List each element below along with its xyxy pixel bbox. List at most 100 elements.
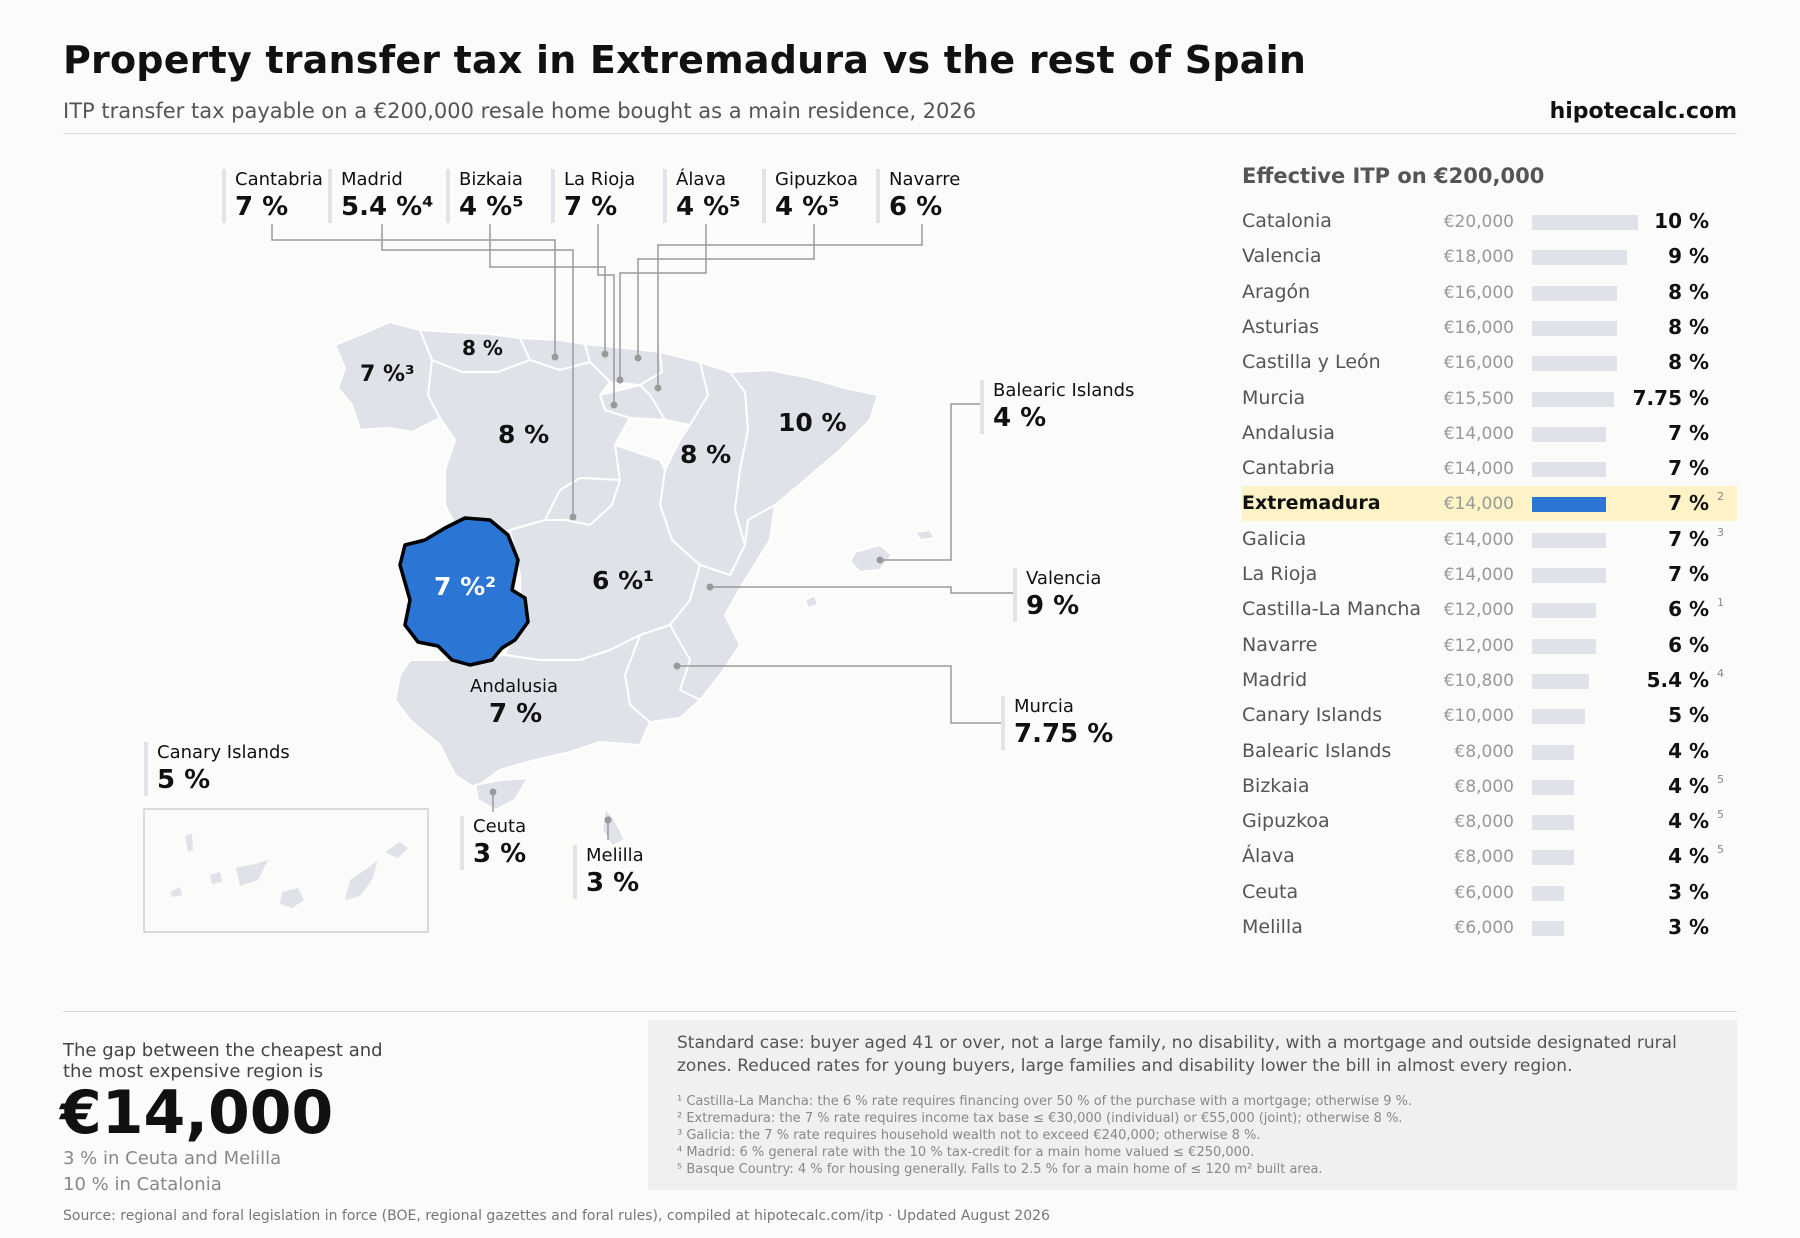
callout-ceuta: Ceuta 3 % [460, 816, 526, 870]
callout-alava: Álava 4 %⁵ [663, 169, 741, 223]
ranking-footnote-ref: 1 [1717, 596, 1724, 610]
leader-cantabria [271, 224, 556, 357]
ranking-amount: €10,000 [1443, 706, 1514, 727]
region-balearic-ibiza [804, 594, 819, 609]
ranking-bar [1532, 744, 1574, 760]
ranking-bar [1532, 673, 1589, 689]
ranking-row: Valencia €18,000 9 % [1242, 239, 1737, 274]
ranking-amount: €8,000 [1454, 812, 1514, 833]
canary-island [170, 887, 182, 897]
ranking-region: Castilla y León [1242, 351, 1381, 374]
ranking-region: Extremadura [1242, 492, 1381, 515]
ranking-rate: 4 % [1668, 844, 1709, 869]
anchor-navarre [654, 384, 662, 392]
ranking-bar [1532, 638, 1596, 654]
brand-logo: hipotecalc.com [1549, 99, 1737, 124]
callout-value: 4 %⁵ [676, 192, 741, 222]
callout-value: 3 % [586, 868, 640, 898]
ranking-rate: 9 % [1668, 244, 1709, 269]
ranking-bar [1532, 815, 1574, 831]
ranking-footnote-ref: 5 [1717, 808, 1724, 822]
ranking-rate: 5.4 % [1646, 667, 1709, 692]
ranking-rate: 3 % [1668, 915, 1709, 939]
ranking-bar [1532, 603, 1596, 619]
callout-name: Murcia [1014, 696, 1074, 717]
ranking-region: Aragón [1242, 280, 1311, 303]
ranking-region: La Rioja [1242, 563, 1318, 585]
leader-larioja [597, 224, 615, 405]
ranking-rate: 4 % [1668, 738, 1709, 763]
footnote-4: ⁴ Madrid: 6 % general rate with the 10 %… [677, 1145, 1255, 1160]
ranking-rate: 8 % [1668, 314, 1709, 339]
ranking-row: Canary Islands €10,000 5 % [1242, 698, 1737, 733]
callout-value: 7.75 % [1014, 719, 1114, 749]
callout-cantabria: Cantabria 7 % [222, 169, 323, 223]
ranking-bar [1532, 391, 1614, 407]
canary-island [185, 834, 193, 852]
ranking-bar [1532, 356, 1617, 372]
ranking-region: Catalonia [1242, 210, 1332, 232]
ranking-footnote-ref: 2 [1717, 490, 1724, 504]
ranking-bar [1532, 532, 1606, 548]
ranking-row: Ceuta €6,000 3 % [1242, 875, 1737, 910]
callout-name: Cantabria [235, 169, 323, 190]
callout-name: Gipuzkoa [775, 169, 859, 190]
ranking-amount: €20,000 [1443, 212, 1514, 232]
callout-madrid: Madrid 5.4 %⁴ [328, 169, 434, 223]
label-catalonia: 10 % [778, 408, 847, 437]
ranking-rate: 7 % [1668, 456, 1709, 481]
callout-value: 5.4 %⁴ [341, 192, 434, 222]
ranking-region: Álava [1242, 845, 1295, 868]
ranking-bar [1532, 215, 1638, 230]
anchor-ceuta [489, 788, 497, 796]
ranking-bar [1532, 850, 1574, 866]
callout-name: Canary Islands [157, 742, 290, 763]
footnote-1: ¹ Castilla-La Mancha: the 6 % rate requi… [677, 1094, 1413, 1109]
anchor-murcia [673, 662, 681, 670]
ranking-region: Melilla [1242, 916, 1303, 938]
canary-island [210, 872, 222, 884]
ranking-row: Cantabria €14,000 7 % [1242, 451, 1737, 486]
anchor-alava [616, 376, 624, 384]
anchor-cantabria [551, 353, 559, 361]
ranking-amount: €14,000 [1443, 423, 1514, 444]
ranking-region: Navarre [1242, 633, 1318, 656]
ranking-row: Aragón €16,000 8 % [1242, 275, 1737, 310]
callout-name: Melilla [586, 845, 644, 866]
ranking-row: Álava €8,000 4 % 5 [1242, 839, 1737, 874]
ranking-bar [1532, 709, 1585, 725]
ranking-footnote-ref: 3 [1717, 525, 1724, 539]
ranking-amount: €6,000 [1454, 882, 1514, 903]
leader-balearic [880, 403, 980, 561]
ranking-bar [1532, 320, 1617, 336]
map-svg [143, 224, 1015, 933]
callout-murcia: Murcia 7.75 % [1001, 696, 1113, 750]
ranking-amount: €8,000 [1454, 776, 1514, 797]
ranking-region: Bizkaia [1242, 774, 1310, 797]
ranking-region: Asturias [1242, 315, 1320, 338]
anchor-madrid [569, 513, 577, 521]
ranking-row: Navarre €12,000 6 % [1242, 628, 1737, 663]
callout-value: 4 %⁵ [775, 192, 840, 222]
notes-main: Standard case: buyer aged 41 or over, no… [677, 1033, 1677, 1076]
footnote-5: ⁵ Basque Country: 4 % for housing genera… [677, 1162, 1323, 1177]
ranking-amount: €10,800 [1443, 670, 1514, 691]
canary-island [385, 842, 408, 858]
ranking-footnote-ref: 5 [1717, 843, 1724, 857]
canary-island [345, 860, 378, 900]
callout-name: Valencia [1026, 568, 1102, 589]
label-asturias: 8 % [462, 336, 503, 360]
ranking-region: Galicia [1242, 527, 1307, 550]
ranking-amount: €12,000 [1443, 635, 1514, 656]
callout-name: Balearic Islands [993, 380, 1135, 401]
ranking-rate: 7 % [1668, 562, 1709, 586]
ranking-row: Galicia €14,000 7 % 3 [1242, 522, 1737, 557]
callout-value: 7 % [235, 192, 289, 222]
ranking-bar [1532, 921, 1564, 936]
leader-madrid [381, 224, 574, 517]
callout-name: Navarre [889, 169, 961, 190]
ranking-amount: €18,000 [1443, 247, 1514, 268]
ranking-amount: €8,000 [1454, 741, 1514, 762]
ranking-region: Madrid [1242, 668, 1308, 691]
ranking-rate: 4 % [1668, 809, 1709, 834]
